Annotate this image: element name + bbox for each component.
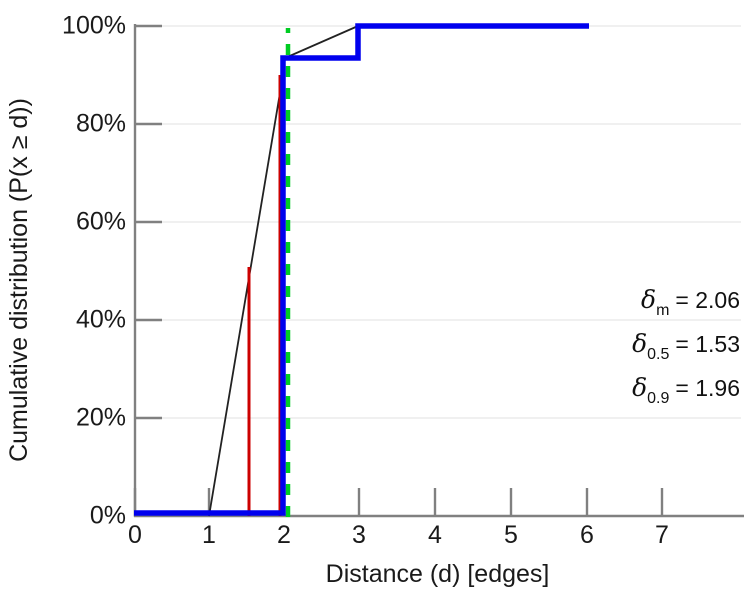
x-axis [133,488,744,518]
annotation-subscript-0: m [656,302,670,320]
annotation-equals-0: = [675,287,689,313]
x-tick-label-3: 3 [352,521,366,549]
annotation-value-2: 1.96 [695,375,740,402]
y-axis-title: Cumulative distribution (P(x ≥ d)) [5,98,33,462]
annotation-value-0: 2.06 [695,287,740,313]
x-tick-label-4: 4 [428,521,442,549]
x-tick-label-2: 2 [277,521,291,549]
annotation-subscript-2: 0.9 [647,390,670,408]
x-tick-label-1: 1 [202,521,216,549]
y-tick-label-80: 80% [75,109,126,138]
annotation-equals-2: = [675,375,689,402]
x-tick-label-5: 5 [504,521,518,549]
annotation-delta-m: δm = 2.06 [540,287,740,319]
y-tick-labels: 100% 80% 60% 40% 20% 0% [0,0,126,600]
grid-lines [134,25,741,419]
annotation-delta-09: δ0.9 = 1.96 [540,375,740,407]
annotation-symbol-1: δ [632,329,648,359]
y-tick-label-20: 20% [75,403,126,432]
y-tick-label-0: 0% [89,501,126,530]
statistics-annotations: δm = 2.06 δ0.5 = 1.53 δ0.9 = 1.96 [540,287,740,420]
x-axis-title: Distance (d) [edges] [325,560,550,588]
x-tick-label-7: 7 [655,521,669,549]
annotation-delta-05: δ0.5 = 1.53 [540,331,740,363]
x-tick-label-6: 6 [580,521,594,549]
y-tick-label-100: 100% [62,11,126,40]
empirical-cdf-step [134,23,589,516]
annotation-symbol-0: δ [641,285,657,314]
annotation-subscript-1: 0.5 [647,346,670,364]
annotation-equals-1: = [675,331,689,358]
y-axis [133,24,162,517]
annotation-value-1: 1.53 [695,331,740,358]
y-tick-label-40: 40% [75,305,126,334]
x-tick-label-0: 0 [128,521,142,549]
y-tick-label-60: 60% [75,207,126,236]
annotation-symbol-2: δ [632,373,648,403]
